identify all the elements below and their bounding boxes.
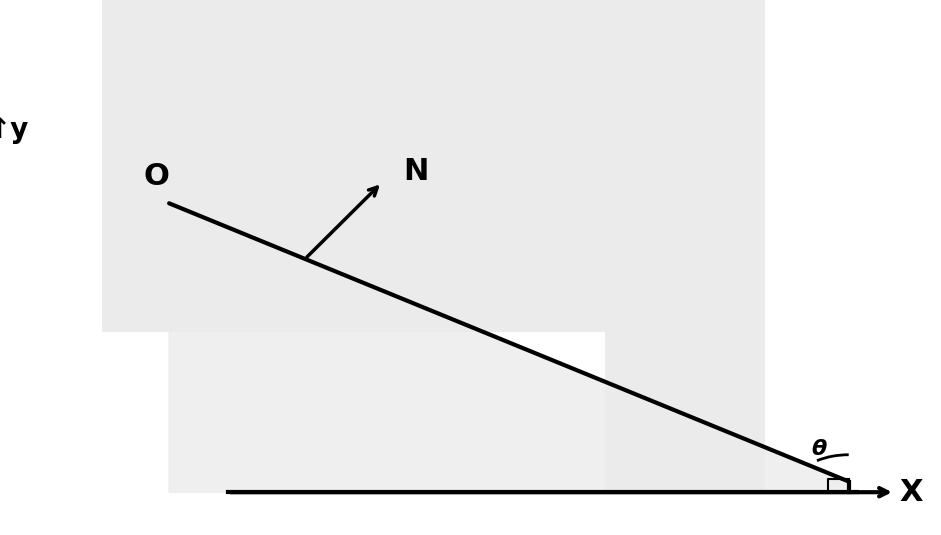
Bar	[605, 332, 765, 492]
Bar	[102, 0, 438, 332]
Polygon shape	[169, 203, 849, 492]
Text: N: N	[403, 157, 428, 186]
Text: X: X	[900, 478, 923, 507]
Text: θ: θ	[812, 439, 827, 460]
Bar	[102, 332, 438, 535]
Text: O: O	[144, 162, 169, 191]
Text: ↑y: ↑y	[0, 116, 29, 144]
Bar	[438, 0, 765, 332]
